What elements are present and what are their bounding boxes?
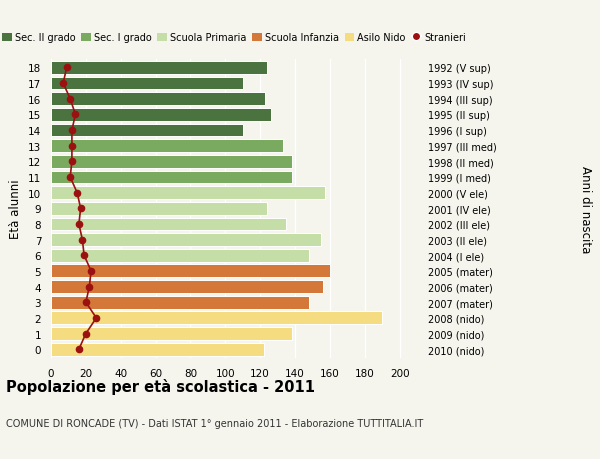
- Bar: [51, 280, 323, 293]
- Bar: [51, 249, 309, 262]
- Bar: [51, 343, 263, 356]
- Bar: [51, 62, 267, 75]
- Bar: [51, 93, 265, 106]
- Bar: [51, 327, 292, 340]
- Bar: [51, 124, 243, 137]
- Bar: [51, 234, 321, 246]
- Bar: [51, 312, 382, 325]
- Bar: [51, 202, 267, 215]
- Bar: [51, 78, 243, 90]
- Text: Popolazione per età scolastica - 2011: Popolazione per età scolastica - 2011: [6, 379, 315, 395]
- Y-axis label: Età alunni: Età alunni: [10, 179, 22, 239]
- Bar: [51, 187, 325, 200]
- Text: Anni di nascita: Anni di nascita: [578, 165, 592, 252]
- Bar: [51, 218, 286, 231]
- Bar: [51, 109, 271, 122]
- Bar: [51, 156, 292, 168]
- Bar: [51, 296, 309, 309]
- Bar: [51, 171, 292, 184]
- Text: COMUNE DI RONCADE (TV) - Dati ISTAT 1° gennaio 2011 - Elaborazione TUTTITALIA.IT: COMUNE DI RONCADE (TV) - Dati ISTAT 1° g…: [6, 418, 423, 428]
- Bar: [51, 265, 330, 278]
- Bar: [51, 140, 283, 153]
- Legend: Sec. II grado, Sec. I grado, Scuola Primaria, Scuola Infanzia, Asilo Nido, Stran: Sec. II grado, Sec. I grado, Scuola Prim…: [2, 33, 466, 43]
